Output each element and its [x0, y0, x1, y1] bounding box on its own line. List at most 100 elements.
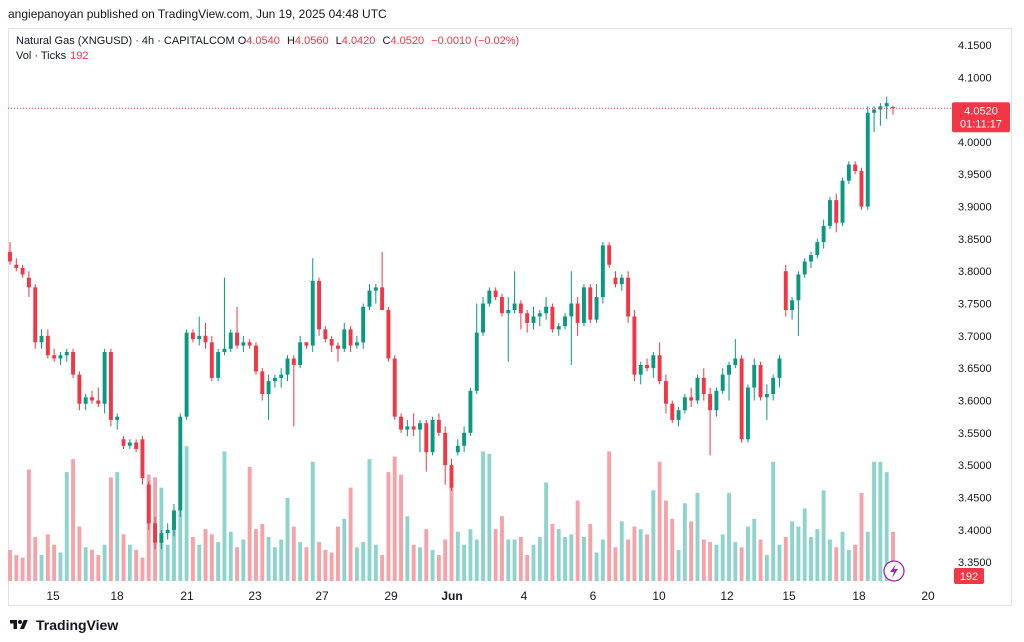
volume-bar: [865, 531, 870, 581]
candle-body: [733, 358, 738, 365]
lightning-icon[interactable]: [883, 560, 905, 582]
volume-bar: [512, 539, 517, 581]
time-tick-label: 29: [384, 589, 398, 603]
volume-bar: [872, 461, 877, 581]
price-tick-label: 4.1500: [958, 40, 992, 52]
volume-bar: [64, 472, 69, 581]
volume-bar: [878, 461, 883, 581]
volume-bar: [550, 523, 555, 581]
volume-bar: [745, 526, 750, 581]
candle-body: [720, 374, 725, 391]
candle-body: [184, 332, 189, 417]
volume-bar: [33, 536, 38, 581]
volume-bar: [537, 536, 542, 581]
volume-bar: [714, 544, 719, 581]
candle-body: [588, 287, 593, 320]
close-value: 4.0520: [390, 35, 425, 47]
volume-bar: [455, 531, 460, 581]
candle-body: [481, 303, 485, 333]
candle-body: [815, 242, 820, 256]
volume-bar: [285, 498, 290, 581]
volume-bar: [487, 453, 492, 581]
volume-bar: [771, 461, 776, 581]
candle-body: [436, 419, 441, 433]
volume-bar: [190, 536, 195, 581]
volume-bar: [172, 521, 176, 581]
candle-body: [298, 342, 303, 365]
candle-body: [405, 426, 410, 430]
chart-frame[interactable]: [8, 28, 1012, 606]
candle-body: [266, 381, 271, 395]
candle-body: [108, 352, 113, 420]
candle-body: [121, 439, 126, 446]
time-tick-label: 18: [852, 589, 866, 603]
volume-bar: [676, 549, 681, 581]
time-tick-label: 27: [315, 589, 329, 603]
volume-bar: [266, 536, 271, 581]
volume-bar: [140, 557, 145, 581]
volume-bar: [594, 552, 599, 581]
volume-bar: [462, 544, 467, 581]
volume-bar: [411, 544, 416, 581]
volume-bar: [657, 461, 662, 581]
time-tick-label: 21: [180, 589, 194, 603]
volume-bar: [802, 508, 807, 581]
price-tag-value: 4.0520: [964, 105, 998, 117]
candle-body: [96, 400, 101, 404]
volume-bar: [575, 500, 580, 581]
volume-bar: [260, 523, 265, 581]
price-tag: 4.0520 01:11:17: [952, 102, 1010, 133]
price-tick-label: 3.6000: [958, 396, 992, 408]
time-tick-label: 18: [110, 589, 124, 603]
candle-body: [872, 109, 877, 113]
candle-body: [714, 390, 719, 411]
tradingview-logo-icon: [10, 620, 28, 629]
volume-bar: [569, 534, 574, 581]
candle-body: [291, 358, 296, 365]
volume-tag: 192: [954, 568, 984, 584]
high-value: 4.0560: [294, 35, 329, 47]
time-axis: 15 18 21 23 27 29 Jun 4 6 10 12 15 18 20: [46, 589, 935, 603]
volume-bar: [500, 516, 504, 581]
candle-body: [146, 484, 151, 524]
candle-body: [418, 423, 422, 430]
volume-bar: [392, 456, 397, 581]
candle-body: [676, 410, 681, 420]
time-tick-label: Jun: [441, 589, 462, 603]
time-tick-label: 4: [521, 589, 528, 603]
volume-bar: [846, 549, 851, 581]
candle-body: [531, 316, 536, 323]
time-tick-label: 20: [921, 589, 935, 603]
volume-legend: Vol · Ticks 192: [16, 50, 88, 62]
volume-bar: [361, 542, 366, 581]
volume-bar: [115, 472, 120, 581]
time-tick-label: 15: [46, 589, 60, 603]
price-tick-label: 3.9500: [958, 169, 992, 181]
candle-body: [777, 358, 782, 378]
volume-bar: [783, 536, 788, 581]
candle-body: [361, 306, 366, 343]
volume-bar: [336, 526, 340, 581]
candle-body: [342, 329, 347, 349]
candle-body: [373, 287, 378, 291]
candle-body: [682, 397, 687, 411]
volume-label: Vol · Ticks: [16, 50, 67, 62]
volume-bar: [197, 544, 202, 581]
candle-body: [90, 397, 94, 401]
candle-body: [153, 523, 158, 543]
candle-body: [8, 251, 12, 262]
footer-brand[interactable]: TradingView: [8, 617, 118, 633]
candle-body: [689, 397, 694, 401]
volume-bar: [96, 555, 101, 581]
volume-bar: [380, 555, 385, 581]
volume-bar: [827, 539, 832, 581]
volume-bar: [83, 547, 88, 581]
candle-body: [865, 112, 870, 207]
candle-body: [20, 267, 25, 275]
candle-body: [891, 106, 895, 109]
volume-bar: [821, 490, 826, 581]
volume-bar: [600, 539, 605, 581]
candle-body: [272, 377, 277, 382]
volume-bar: [279, 539, 284, 581]
